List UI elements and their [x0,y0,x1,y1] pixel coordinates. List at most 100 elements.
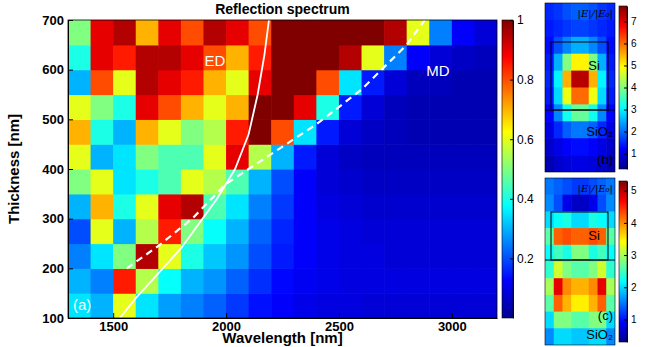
field-cell [545,71,554,89]
heatmap-cell [474,20,497,45]
y-axis-tick-mark [68,268,73,269]
colorbar-1-axis-tick-label: 3 [631,104,637,115]
field-cell [563,88,572,106]
heatmap-cell [203,119,226,144]
colorbar-2-axis-tick-label: 1 [631,314,637,325]
heatmap-cell [181,119,204,144]
heatmap-cell [271,219,294,244]
heatmap-cell [68,70,91,95]
heatmap-cell [68,20,91,45]
heatmap-cell [362,144,385,169]
heatmap-cell [226,144,249,169]
series-label: ED [205,52,226,69]
colorbar-a-axis-tick: 0.8 [510,73,534,87]
heatmap-cell [452,95,475,120]
colorbar-2-axis-line [627,182,628,343]
field-annotation: (c) [598,308,613,323]
field-cell [545,228,554,245]
field-annotation: Si [588,58,600,73]
field-cell [563,3,572,21]
field-cell [598,195,607,212]
heatmap-cell [474,219,497,244]
heatmap-cell [136,45,159,70]
field-cell [589,195,598,212]
field-cell [545,121,554,139]
heatmap-cell [362,169,385,194]
heatmap-cell [339,244,362,269]
heatmap-cell [429,20,452,45]
colorbar-a-axis-tick-label: 0.2 [517,252,534,266]
heatmap-cell [226,95,249,120]
x-axis-tick: 3000 [438,313,467,334]
field-cell [589,88,598,106]
heatmap-cell [113,20,136,45]
colorbar-1-axis: 1234567 [624,7,637,170]
curve-ed [120,20,269,318]
heatmap-cell [339,20,362,45]
field-cell [563,54,572,71]
field-cell [554,3,563,21]
heatmap-cell [158,95,181,120]
heatmap-cell [407,244,430,269]
heatmap-cell [181,70,204,95]
colorbar-2-axis-tick-mark [624,319,627,320]
heatmap-cell [474,119,497,144]
x-axis-tick-label: 3000 [438,319,467,334]
heatmap-cell [452,45,475,70]
si-outline [551,42,608,110]
heatmap-cell [452,20,475,45]
heatmap-cell [452,194,475,219]
field-cell [580,88,589,106]
field-cell [580,71,589,89]
heatmap-cell [249,219,272,244]
colorbar-label: |E|/|E₀| [578,183,613,195]
field-cell [563,312,572,329]
heatmap-cell [294,70,317,95]
colorbar-1-gradient [619,6,627,169]
field-cell [606,278,615,295]
field-cell [545,195,554,212]
heatmap-cell [158,194,181,219]
heatmap-cell [316,144,339,169]
colorbar-a-axis-tick-label: 0.6 [517,133,534,147]
si-outline [551,212,608,260]
heatmap-cell [113,144,136,169]
heatmap-cell [68,219,91,244]
heatmap-cell [384,144,407,169]
panel-label: (a) [73,296,91,313]
heatmap-cell [294,144,317,169]
heatmap-cell [362,219,385,244]
heatmap-cell [339,45,362,70]
colorbar-1-axis-tick-label: 1 [631,148,637,159]
plot-frame [68,20,497,318]
field-cell [580,37,589,55]
heatmap-cell [136,95,159,120]
heatmap-cell [407,144,430,169]
heatmap-cell [362,293,385,318]
heatmap-cell [158,268,181,293]
field-cell [563,104,572,122]
x-axis-line [69,318,498,319]
heatmap-cell [249,194,272,219]
heatmap-cell [384,169,407,194]
heatmap-cell [474,45,497,70]
colorbar-2-axis-tick: 5 [624,185,637,196]
heatmap-cell [158,169,181,194]
field-cell [580,278,589,295]
field-cell [545,3,554,21]
colorbar-a-axis-tick-label: 1 [517,13,524,27]
colorbar-1-axis-tick-mark [624,110,627,111]
heatmap-cell [271,70,294,95]
field-cell [554,228,563,245]
colorbar-2-gradient [619,181,627,342]
heatmap-cell [294,119,317,144]
field-cell [545,104,554,122]
field-cell [563,121,572,139]
field-frame [545,3,615,172]
heatmap-cell [271,95,294,120]
heatmap-cell [203,70,226,95]
field-cell [571,262,580,279]
x-axis-tick-mark [452,313,453,318]
heatmap-cell [316,20,339,45]
heatmap-cell [339,119,362,144]
